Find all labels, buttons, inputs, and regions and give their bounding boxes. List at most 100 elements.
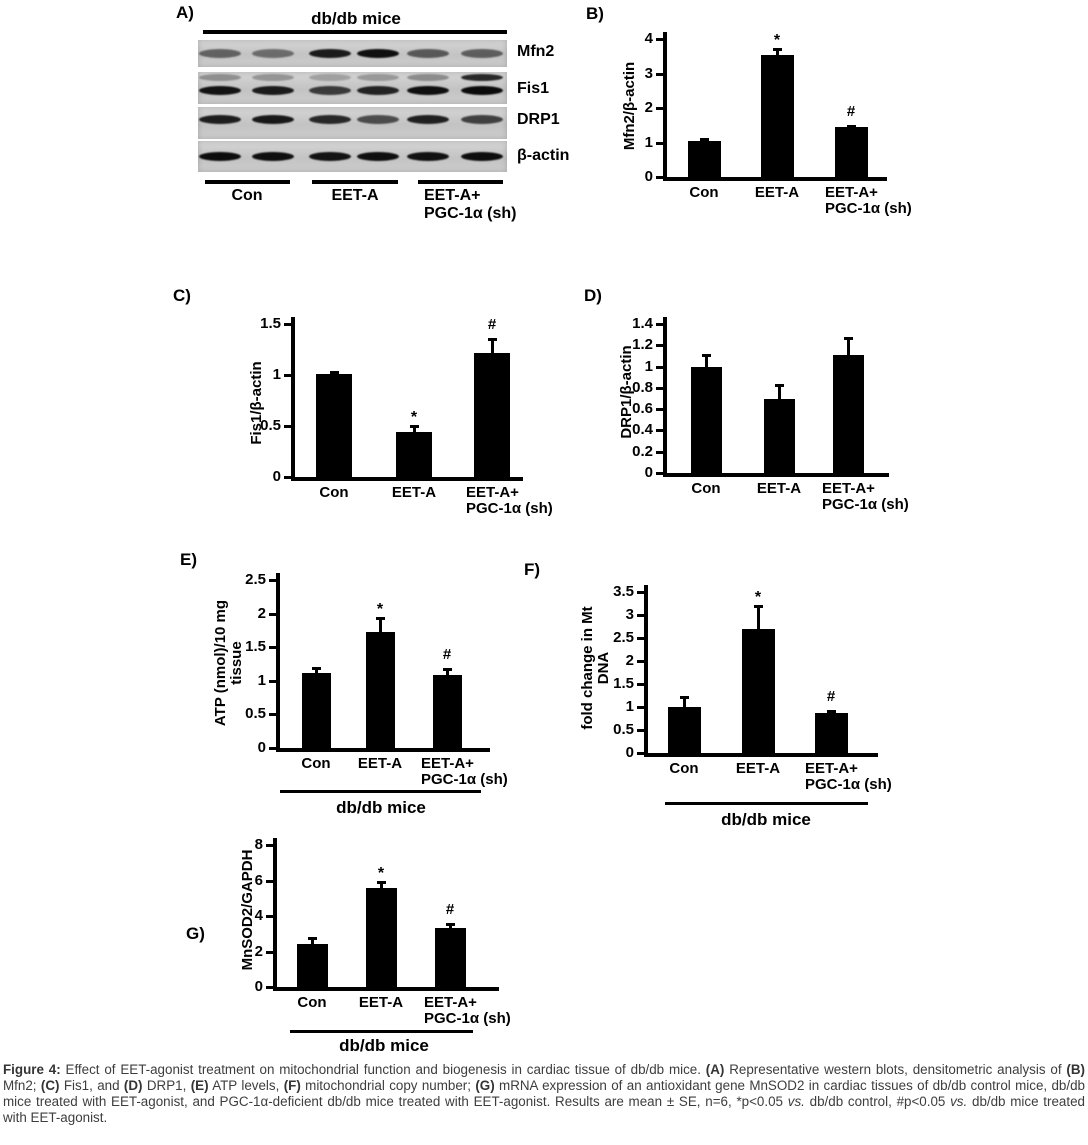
x-category-label-line: PGC-1α (sh) bbox=[424, 1010, 511, 1027]
bar bbox=[832, 354, 864, 473]
bar bbox=[834, 126, 868, 177]
sig-marker: * bbox=[377, 865, 385, 883]
panel-d-letter: D) bbox=[584, 286, 602, 305]
sig-marker: # bbox=[487, 316, 497, 334]
error-bar-stem bbox=[682, 696, 686, 709]
caption-text-segment: mRNA expression of an antioxidant gene M… bbox=[3, 1078, 1085, 1109]
y-tick-label: 2.5 bbox=[613, 629, 634, 646]
error-bar-stem bbox=[412, 426, 416, 435]
panel-f-letter: F) bbox=[524, 560, 541, 579]
group-label: db/db mice bbox=[339, 1036, 429, 1055]
caption-italic-segment: vs. bbox=[950, 1094, 968, 1109]
y-tick-mark bbox=[637, 706, 645, 709]
blot-band-upper bbox=[199, 74, 241, 81]
y-tick-mark bbox=[284, 374, 292, 377]
x-category-label: EET-A bbox=[357, 755, 403, 772]
y-tick-mark bbox=[637, 683, 645, 686]
y-axis-line bbox=[644, 585, 648, 757]
x-axis-line bbox=[273, 987, 499, 991]
blot-group-underline bbox=[418, 180, 503, 184]
x-category-label: EET-A+ PGC-1α (sh) bbox=[466, 485, 553, 517]
y-tick-label: 1.5 bbox=[613, 675, 634, 692]
blot-band-upper bbox=[252, 74, 294, 81]
y-tick-mark bbox=[266, 879, 274, 883]
y-tick-label: 0.6 bbox=[632, 400, 653, 418]
error-bar-stem bbox=[332, 371, 336, 376]
error-bar-cap bbox=[843, 336, 853, 340]
caption-bold-segment: (C) bbox=[40, 1078, 60, 1093]
x-category-label-line: EET-A+ bbox=[466, 484, 519, 501]
bar bbox=[741, 629, 775, 753]
caption-text-segment: ATP levels, bbox=[208, 1078, 284, 1093]
y-tick-mark bbox=[269, 747, 277, 750]
bar bbox=[365, 631, 395, 748]
blot-band bbox=[309, 86, 351, 95]
blot-band bbox=[252, 86, 294, 95]
blot-band bbox=[357, 152, 399, 161]
group-underline bbox=[665, 802, 868, 805]
bar bbox=[760, 54, 794, 177]
blot-band bbox=[357, 49, 399, 58]
y-tick-mark bbox=[284, 323, 292, 326]
error-bar-stem bbox=[756, 606, 760, 632]
x-category-label-line: EET-A+ bbox=[805, 760, 858, 777]
panel-a-letter: A) bbox=[176, 3, 194, 22]
error-bar-stem bbox=[490, 339, 494, 355]
y-tick-label: 1 bbox=[625, 698, 634, 715]
y-tick-label: 1 bbox=[644, 133, 653, 151]
y-tick-mark bbox=[266, 915, 274, 918]
bar bbox=[365, 887, 397, 987]
caption-text-segment: Fis1, and bbox=[59, 1078, 124, 1093]
y-tick-mark bbox=[656, 386, 664, 390]
y-tick-mark bbox=[637, 637, 645, 640]
x-category-label-line: PGC-1α (sh) bbox=[822, 496, 909, 513]
y-tick-label: 1 bbox=[257, 671, 266, 689]
error-bar-cap bbox=[846, 124, 856, 128]
caption-bold-segment: (G) bbox=[475, 1078, 495, 1093]
blot-group-label: EET-A bbox=[331, 187, 379, 204]
blot-protein-label: Fis1 bbox=[517, 80, 550, 97]
x-category-label: EET-A bbox=[754, 184, 800, 201]
y-tick-label: 0 bbox=[254, 978, 263, 995]
y-tick-label: 6 bbox=[254, 871, 263, 889]
blot-band bbox=[407, 49, 449, 58]
caption-bold-segment: Figure 4: bbox=[3, 1062, 61, 1077]
y-tick-mark bbox=[284, 476, 292, 479]
error-bar-stem bbox=[777, 384, 781, 401]
y-tick-label: 1.5 bbox=[260, 315, 281, 332]
y-tick-label: 2 bbox=[644, 99, 653, 116]
error-bar-cap bbox=[442, 668, 452, 672]
blot-band bbox=[309, 152, 351, 161]
error-bar-stem bbox=[310, 938, 314, 947]
blot-band bbox=[252, 152, 294, 161]
sig-marker: * bbox=[410, 409, 418, 426]
y-tick-mark bbox=[656, 450, 664, 454]
figure-caption: Figure 4: Effect of EET-agonist treatmen… bbox=[3, 1062, 1085, 1126]
y-tick-mark bbox=[656, 408, 664, 412]
y-tick-mark bbox=[266, 844, 274, 847]
bar bbox=[301, 673, 331, 748]
caption-text-segment: db/db mice treated with EET-agonist. bbox=[3, 1094, 1085, 1125]
error-bar-cap bbox=[445, 922, 455, 926]
caption-bold-segment: (A) bbox=[705, 1062, 725, 1077]
panel-e-letter: E) bbox=[180, 550, 197, 569]
x-category-label: EET-A+ PGC-1α (sh) bbox=[822, 481, 909, 513]
blot-band bbox=[199, 115, 241, 124]
y-tick-mark bbox=[637, 591, 645, 594]
y-tick-mark bbox=[656, 472, 664, 475]
y-tick-label: 0 bbox=[644, 168, 653, 185]
error-bar-stem bbox=[378, 618, 382, 634]
blot-band bbox=[357, 115, 399, 124]
caption-text-segment: Representative western blots, densitomet… bbox=[724, 1062, 1067, 1077]
y-tick-mark bbox=[656, 429, 664, 433]
y-tick-label: 2.5 bbox=[245, 571, 266, 588]
blot-band bbox=[461, 115, 503, 124]
x-category-label: EET-A+ PGC-1α (sh) bbox=[825, 185, 912, 217]
panel-b-letter: B) bbox=[586, 4, 604, 23]
panel-a-title-underline bbox=[203, 30, 507, 34]
x-axis-line bbox=[291, 477, 523, 481]
y-tick-mark bbox=[656, 176, 664, 179]
y-tick-label: 2 bbox=[254, 942, 263, 960]
x-category-label: Con bbox=[689, 184, 719, 201]
blot-band bbox=[407, 152, 449, 161]
